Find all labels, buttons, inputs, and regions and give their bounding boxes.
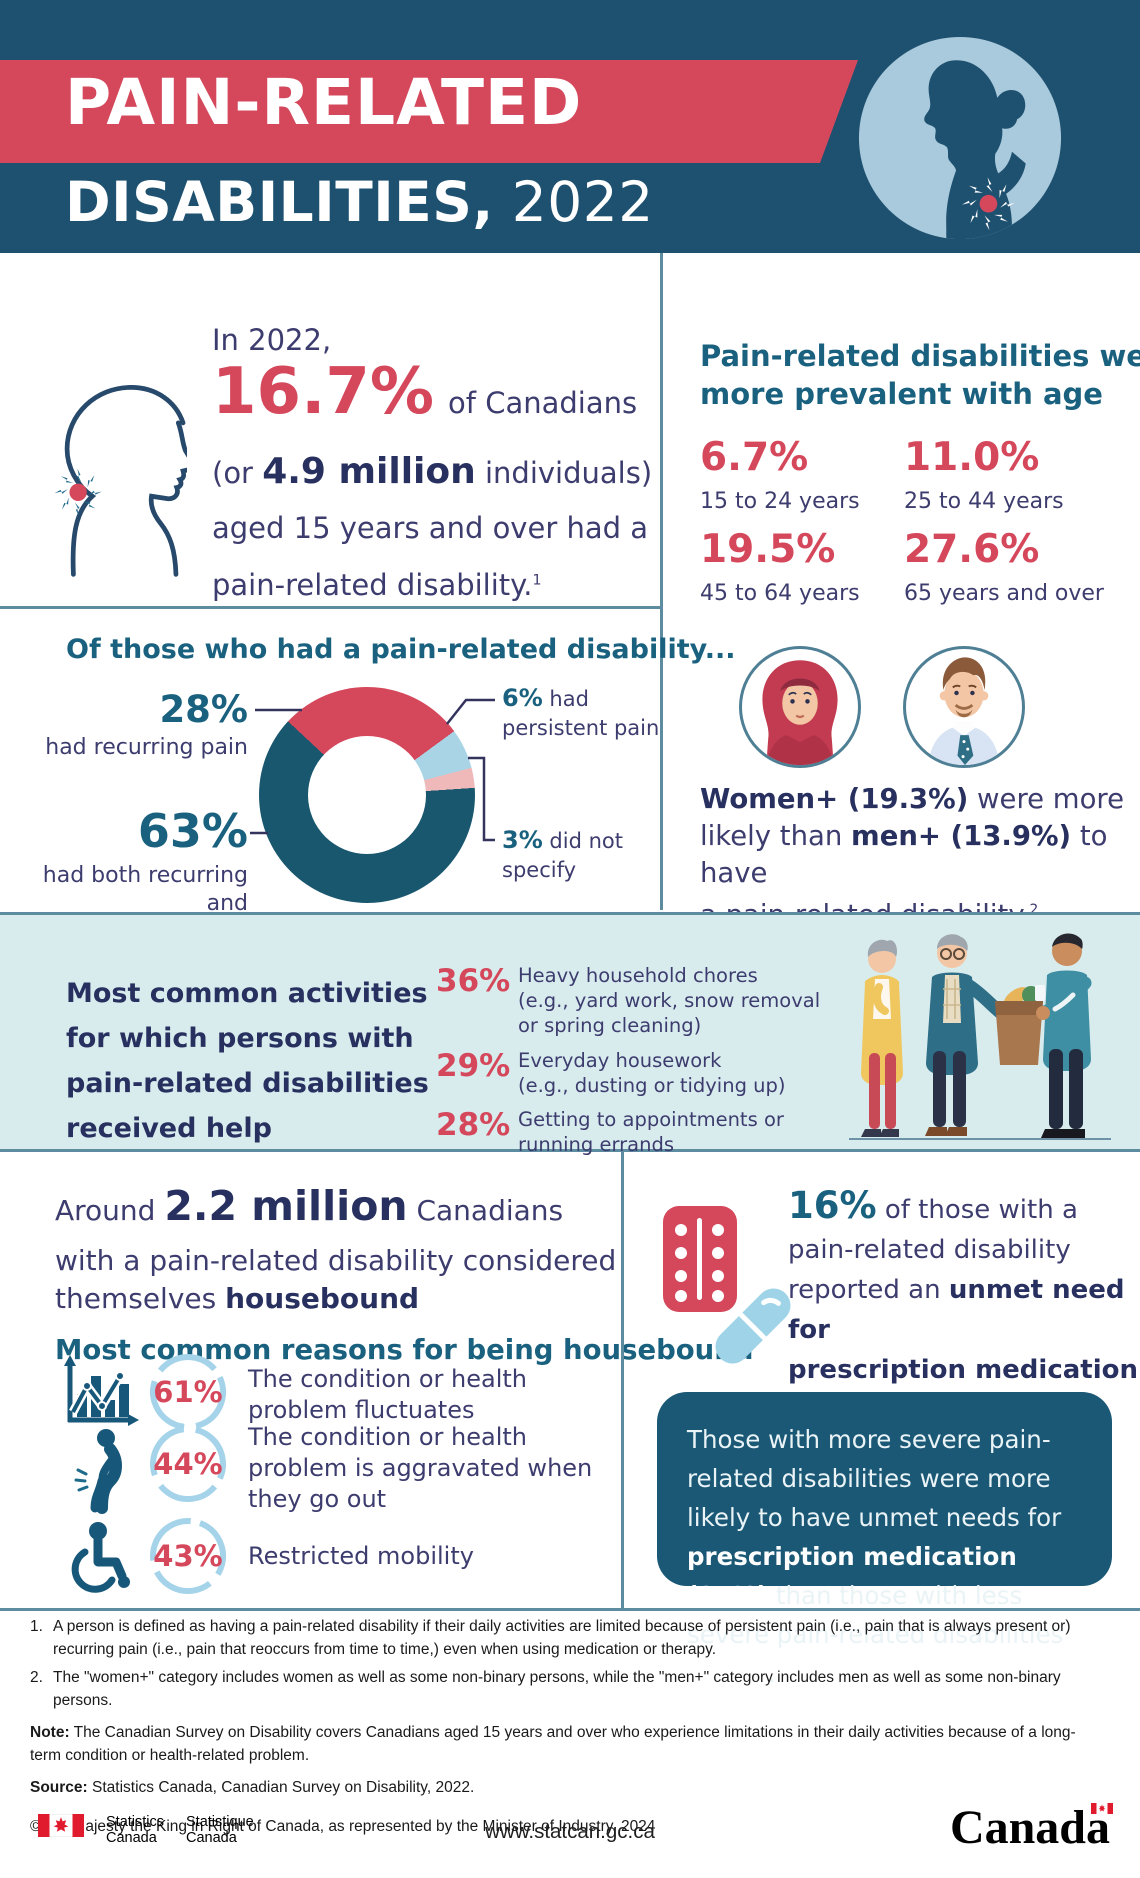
age-stat-label: 25 to 44 years xyxy=(904,489,1064,514)
reason-ring: 43% xyxy=(148,1516,228,1596)
age-stat-label: 65 years and over xyxy=(904,581,1104,606)
man-avatar xyxy=(903,646,1025,768)
reason-pct: 44% xyxy=(153,1447,223,1481)
help-activities-band: Most common activities for which persons… xyxy=(0,912,1140,1156)
statcan-fr: Statistique Canada xyxy=(186,1814,254,1846)
age-heading-line2: more prevalent with age xyxy=(700,377,1103,411)
footer: Statistics Canada Statistique Canada www… xyxy=(0,1790,1140,1878)
overall-pct: 16.7% xyxy=(212,355,435,429)
elderly-woman xyxy=(861,939,903,1137)
statcan-url: www.statcan.gc.ca xyxy=(485,1820,655,1843)
help-item-pct: 36% xyxy=(436,963,511,999)
reason-text: The condition or health problem is aggra… xyxy=(248,1423,593,1513)
donut-heading: Of those who had a pain-related disabili… xyxy=(66,634,736,665)
help-item: 29% Everyday housework (e.g., dusting or… xyxy=(436,1048,786,1097)
head-pain-icon xyxy=(54,385,187,577)
back-pain-woman-illustration xyxy=(858,36,1062,240)
statcan-signature: Statistics Canada Statistique Canada xyxy=(38,1814,254,1846)
page-title-line2: DISABILITIES, 2022 xyxy=(65,170,654,234)
column-divider-bottom xyxy=(621,1152,624,1608)
donut-chart xyxy=(259,687,475,903)
reason-pct: 43% xyxy=(153,1539,223,1573)
housebound-section: Around 2.2 million Canadians with a pain… xyxy=(0,1152,754,1608)
overall-millions-line: (or 4.9 million individuals) xyxy=(212,451,653,492)
age-stat-pct: 27.6% xyxy=(904,527,1040,572)
donut-label-notspecified: 3% did not specify xyxy=(502,826,623,882)
overall-pct-line: 16.7% of Canadians xyxy=(212,355,638,429)
title-banner: PAIN-RELATED xyxy=(0,60,858,163)
meds-stat-text: 16% of those with a pain-related disabil… xyxy=(788,1184,1138,1426)
footnote-2-marker: 2 xyxy=(1029,902,1039,918)
fluctuating-chart-icon xyxy=(64,1355,139,1426)
age-stat-label: 45 to 64 years xyxy=(700,581,860,606)
age-stat-pct: 19.5% xyxy=(700,527,836,572)
section-divider xyxy=(0,1608,1140,1611)
copyright-line: © His Majesty the King in Right of Canad… xyxy=(30,1817,656,1835)
footnotes: 1. A person is defined as having a pain-… xyxy=(30,1616,1115,1838)
pill-blister-capsule-icon xyxy=(663,1206,791,1364)
elderly-man xyxy=(925,934,1012,1136)
canada-flag-icon xyxy=(38,1814,84,1837)
age-heading-line1: Pain-related disabilities were xyxy=(700,339,1140,373)
age-stat-pct: 11.0% xyxy=(904,435,1040,480)
overall-intro: In 2022, xyxy=(212,323,332,357)
age-stat-label: 15 to 24 years xyxy=(700,489,860,514)
donut-connector-lines xyxy=(250,698,495,842)
note-line: Note: The Canadian Survey on Disability … xyxy=(30,1724,1076,1764)
age-stat-pct: 6.7% xyxy=(700,435,809,480)
help-item-pct: 29% xyxy=(436,1048,511,1084)
header: PAIN-RELATED DISABILITIES, 2022 xyxy=(0,0,1140,253)
wheelchair-icon xyxy=(71,1522,130,1593)
canada-wordmark: Canada xyxy=(950,1800,1113,1855)
age-prevalence-section: Pain-related disabilities were more prev… xyxy=(660,253,1140,931)
grocery-bag xyxy=(995,985,1045,1065)
reason-ring: 61% xyxy=(148,1352,228,1432)
footnote-1-marker: 1 xyxy=(532,572,542,589)
canada-flag-icon xyxy=(1091,1803,1113,1814)
severity-callout-box: Those with more severe pain-related disa… xyxy=(657,1392,1112,1688)
reason-text: The condition or health problem fluctuat… xyxy=(248,1365,528,1424)
overall-stat-section: In 2022, 16.7% of Canadians (or 4.9 mill… xyxy=(0,253,662,608)
pain-type-section: Of those who had a pain-related disabili… xyxy=(0,608,736,944)
woman-avatar xyxy=(739,646,861,768)
person-back-pain-icon xyxy=(74,1429,122,1514)
section-divider xyxy=(0,606,662,609)
reason-text: Restricted mobility xyxy=(248,1542,474,1570)
medication-section: 16% of those with a pain-related disabil… xyxy=(623,1152,1140,1688)
footnote-2: 2. The "women+" category includes women … xyxy=(30,1669,1061,1709)
help-item-pct: 28% xyxy=(436,1107,511,1143)
helping-with-groceries-illustration xyxy=(849,933,1111,1140)
help-item: 28% Getting to appointments or running e… xyxy=(436,1107,784,1156)
donut-label-recurring: 28% had recurring pain xyxy=(45,688,248,760)
reason-pct: 61% xyxy=(153,1375,223,1409)
source-line: Source: Statistics Canada, Canadian Surv… xyxy=(30,1779,475,1796)
help-heading: Most common activities for which persons… xyxy=(66,978,429,1144)
statcan-en: Statistics Canada xyxy=(106,1814,165,1846)
young-man xyxy=(1036,933,1092,1138)
column-divider-top xyxy=(660,253,663,910)
donut-label-persistent: 6% had persistent pain xyxy=(502,684,660,740)
help-item: 36% Heavy household chores (e.g., yard w… xyxy=(436,963,821,1037)
footnote-1: 1. A person is defined as having a pain-… xyxy=(30,1618,1071,1658)
page-title-line1: PAIN-RELATED xyxy=(65,66,583,139)
reason-ring: 44% xyxy=(148,1424,228,1504)
pain-spot-icon xyxy=(54,468,102,516)
